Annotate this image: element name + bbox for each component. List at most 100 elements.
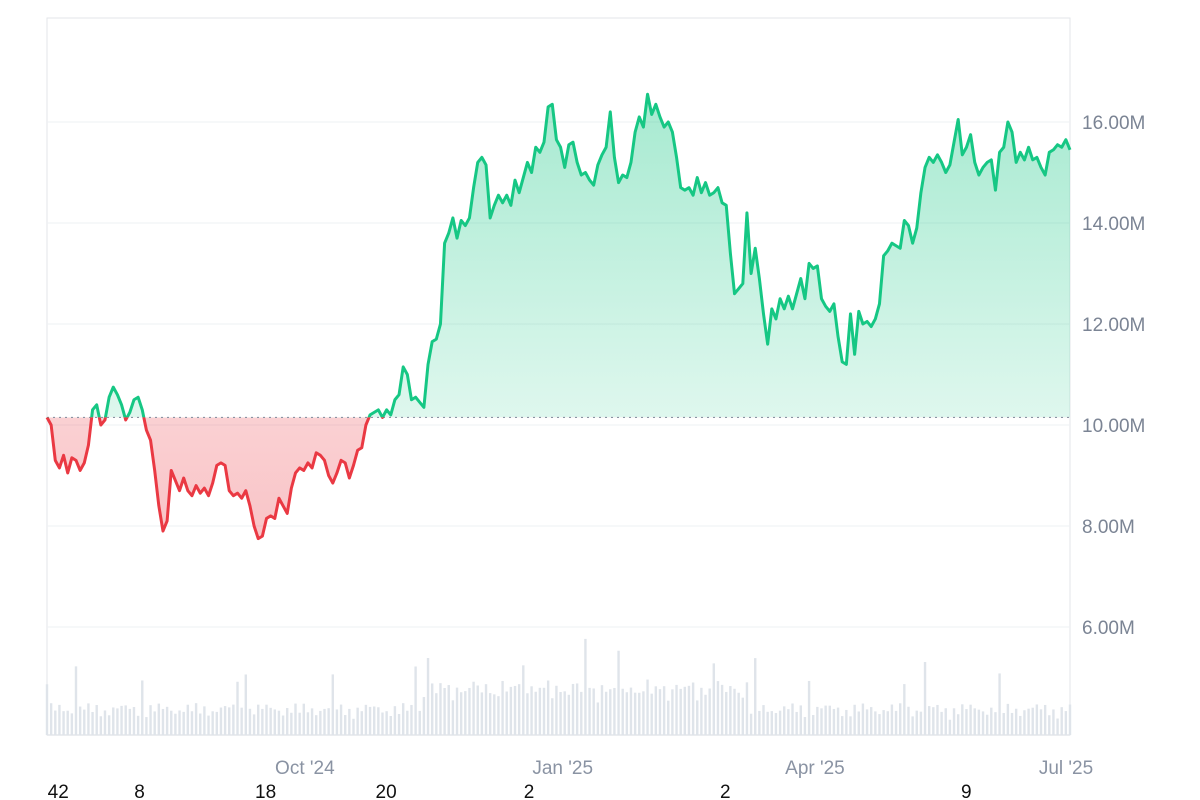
volume-bar [874, 711, 877, 735]
volume-bar [687, 685, 691, 735]
volume-bar [385, 711, 388, 735]
volume-bar [513, 685, 517, 735]
volume-bar [824, 705, 827, 735]
volume-bar [364, 704, 368, 735]
volume-bar [650, 693, 653, 735]
volume-bar [927, 706, 931, 735]
volume-bar [658, 689, 662, 735]
volume-bar [725, 691, 728, 735]
volume-bar [497, 696, 500, 735]
volume-bar [575, 683, 579, 735]
volume-bar [915, 710, 918, 735]
y-tick-label: 12.00M [1082, 315, 1145, 336]
footer-label: 42 [48, 782, 69, 800]
y-tick-label: 6.00M [1082, 618, 1135, 639]
footer-label: 8 [134, 782, 145, 800]
volume-bar [671, 689, 674, 735]
volume-bar [451, 700, 455, 735]
volume-bar [190, 711, 194, 735]
volume-bar [472, 681, 475, 735]
x-tick-label: Oct '24 [275, 758, 335, 779]
volume-bar [83, 709, 86, 735]
volume-bar [517, 684, 521, 735]
volume-bar [836, 707, 840, 735]
volume-bar [1031, 707, 1034, 735]
volume-bar [368, 706, 372, 735]
volume-bar [774, 713, 778, 735]
volume-bar [480, 692, 484, 735]
volume-bar [455, 687, 459, 735]
volume-bar [696, 700, 699, 735]
volume-bar [356, 707, 359, 735]
area-above-baseline [47, 94, 1070, 418]
area-below-baseline [47, 417, 370, 539]
volume-bar [1023, 710, 1026, 735]
volume-bar [1043, 704, 1047, 735]
volume-bar [720, 684, 724, 735]
volume-bar [911, 716, 914, 735]
volume-bar [422, 697, 426, 735]
volume-bar [1002, 713, 1005, 735]
volume-bar [617, 650, 620, 735]
x-axis-ticks: Oct '24 Jan '25 Apr '25 Jul '25 [275, 758, 1093, 779]
volume-bar [401, 703, 405, 735]
volume-bar [1035, 704, 1039, 735]
volume-bar [348, 708, 351, 735]
volume-bar [940, 711, 943, 735]
volume-bar [91, 712, 94, 735]
volume-bar [215, 711, 219, 735]
volume-bar [546, 680, 550, 735]
volume-bar [273, 709, 276, 735]
volume-bar [629, 687, 633, 735]
volume-bar [45, 684, 49, 735]
volume-bar [170, 710, 173, 735]
volume-bar [952, 708, 956, 735]
volume-bar [642, 691, 645, 735]
volume-bar [439, 683, 442, 735]
volume-bar [588, 687, 591, 735]
volume-bar [1048, 715, 1051, 735]
volume-bar [803, 717, 807, 735]
volume-bar [832, 708, 836, 735]
volume-bar [857, 711, 860, 735]
volume-bar [662, 686, 666, 735]
volume-bar [849, 716, 852, 735]
volume-bar [377, 707, 380, 735]
volume-bar [381, 712, 384, 735]
volume-bar [120, 705, 123, 735]
volume-bar [1027, 708, 1030, 735]
volume-bar [985, 714, 989, 735]
volume-bar [675, 684, 678, 735]
volume-bar [923, 662, 927, 735]
volume-bar [360, 711, 363, 735]
volume-bar [501, 680, 504, 735]
y-tick-label: 8.00M [1082, 517, 1135, 538]
volume-bar [149, 705, 152, 735]
volume-bar [269, 707, 272, 735]
volume-bar [882, 710, 885, 735]
volume-bar [1052, 709, 1055, 735]
volume-bar [331, 674, 334, 735]
y-tick-label: 14.00M [1082, 214, 1145, 235]
volume-bar [932, 707, 935, 735]
volume-bar [783, 706, 786, 735]
volume-bar [178, 710, 181, 735]
volume-bar [128, 708, 132, 735]
volume-bar [522, 665, 525, 735]
volume-bar [828, 705, 831, 735]
volume-bar [890, 704, 894, 735]
volume-bar [49, 703, 53, 735]
volume-bar [869, 707, 873, 735]
volume-bar [799, 705, 802, 735]
volume-bar [778, 710, 782, 735]
volume-bar [430, 683, 434, 735]
volume-bar [310, 708, 314, 735]
volume-bar [894, 710, 898, 735]
volume-bar [62, 711, 65, 735]
volume-bar [294, 703, 297, 735]
volume-bar [625, 692, 629, 735]
volume-bar [468, 687, 471, 735]
footer-label: 2 [720, 782, 731, 800]
volume-bar [745, 682, 749, 735]
